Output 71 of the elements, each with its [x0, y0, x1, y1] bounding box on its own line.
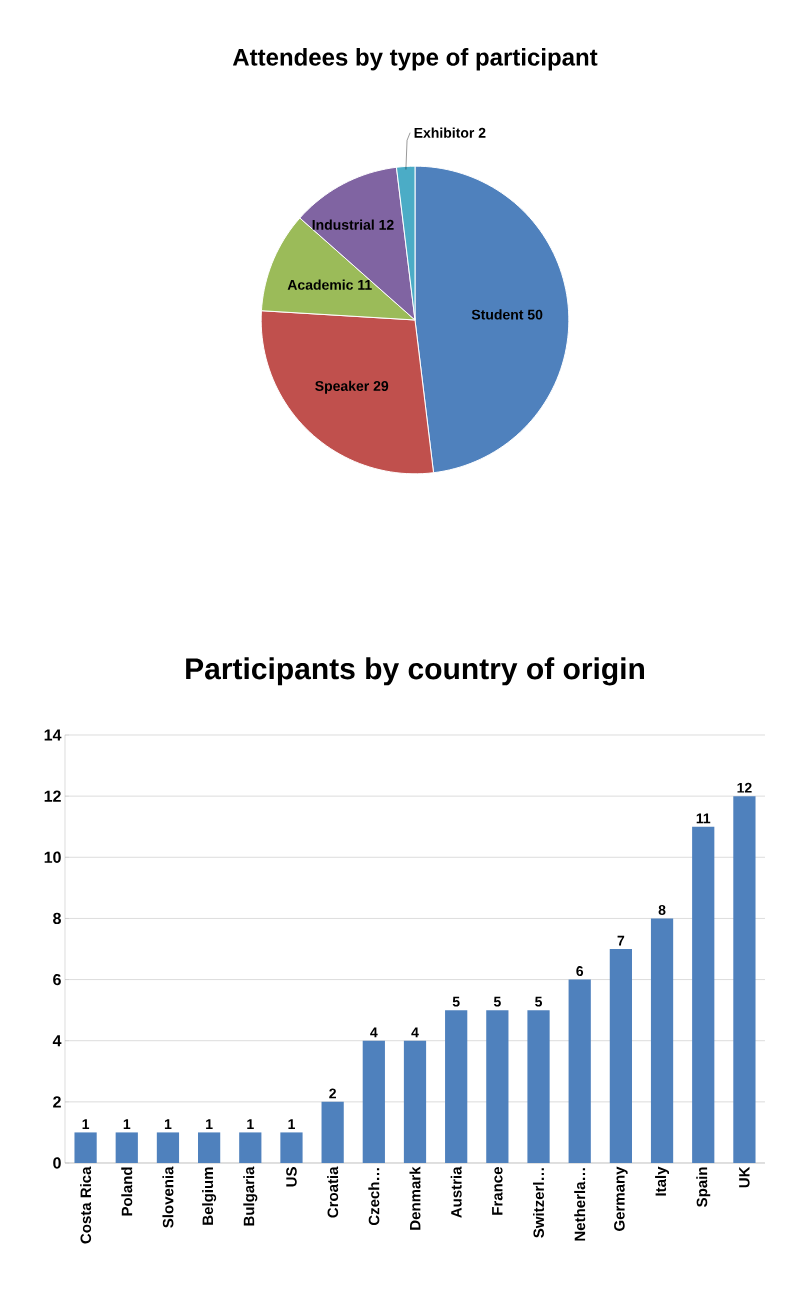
y-tick-label: 10 — [44, 851, 61, 863]
data-label: 4 — [370, 1027, 378, 1038]
data-label: 1 — [164, 1119, 172, 1129]
data-label: 1 — [288, 1119, 295, 1129]
slice-label: Academic — [287, 279, 354, 290]
data-label: 8 — [658, 904, 666, 915]
data-label: 5 — [493, 996, 501, 1007]
data-label: 6 — [576, 966, 584, 977]
x-tick-label: Switzerl… — [533, 1168, 545, 1238]
data-label: 50 — [527, 309, 543, 320]
y-tick-label: 8 — [53, 912, 61, 925]
data-label: 1 — [123, 1119, 131, 1129]
bar — [486, 1010, 509, 1163]
chart-title: Attendees by type of participant — [232, 48, 598, 71]
bar — [74, 1132, 97, 1163]
data-label: 12 — [737, 782, 752, 793]
data-label: 1 — [82, 1119, 90, 1129]
x-tick-label: Poland — [121, 1167, 133, 1216]
bar — [362, 1040, 385, 1163]
x-tick-label: US — [286, 1167, 297, 1187]
bar — [527, 1010, 550, 1163]
bar — [650, 918, 674, 1163]
bar — [403, 1040, 427, 1163]
data-label: 1 — [206, 1119, 213, 1129]
x-tick-label: Spain — [696, 1167, 711, 1207]
x-tick-label: Austria — [450, 1166, 462, 1218]
bar — [321, 1101, 344, 1163]
slice-label: Student — [471, 309, 524, 320]
bar — [156, 1132, 180, 1163]
data-label: 11 — [358, 280, 372, 290]
x-tick-label: Denmark — [409, 1166, 421, 1230]
data-label: 1 — [247, 1119, 254, 1129]
x-tick-label: France — [492, 1167, 503, 1215]
data-label: 4 — [411, 1027, 419, 1038]
x-tick-label: Bulgaria — [243, 1166, 258, 1226]
x-tick-label: Netherla… — [574, 1168, 586, 1241]
bar — [568, 979, 591, 1163]
bar — [280, 1132, 303, 1163]
y-tick-label: 14 — [44, 729, 62, 741]
y-tick-label: 6 — [53, 973, 61, 986]
data-label: 2 — [329, 1088, 336, 1099]
bar — [445, 1010, 468, 1163]
x-tick-label: UK — [739, 1166, 750, 1188]
data-label: 2 — [478, 127, 486, 138]
x-tick-label: Costa Rica — [80, 1166, 92, 1244]
bar — [609, 948, 632, 1163]
x-tick-label: Germany — [614, 1166, 628, 1231]
x-tick-label: Czech… — [368, 1168, 380, 1226]
x-tick-label: Slovenia — [162, 1166, 174, 1228]
data-label: 5 — [535, 996, 543, 1007]
x-tick-label: Italy — [655, 1166, 670, 1196]
bar — [733, 796, 756, 1163]
chart-title: Participants by country of origin — [186, 657, 644, 686]
y-tick-label: 4 — [52, 1035, 62, 1047]
data-label: 12 — [379, 219, 394, 230]
bar — [239, 1132, 262, 1163]
data-label: 7 — [617, 935, 625, 946]
bar — [692, 826, 715, 1163]
slice-label: Speaker — [315, 380, 370, 394]
y-tick-label: 0 — [53, 1157, 61, 1169]
y-tick-label: 12 — [44, 790, 61, 802]
data-label: 11 — [696, 813, 711, 824]
x-tick-label: Croatia — [327, 1166, 339, 1218]
data-label: 5 — [452, 996, 460, 1007]
bar — [115, 1132, 138, 1163]
slice-label: Industrial — [312, 219, 374, 230]
x-tick-label: Belgium — [202, 1167, 217, 1225]
y-tick-label: 2 — [53, 1096, 61, 1108]
slice-label: Exhibitor — [414, 127, 475, 138]
data-label: 29 — [373, 381, 389, 391]
bar — [198, 1132, 221, 1163]
